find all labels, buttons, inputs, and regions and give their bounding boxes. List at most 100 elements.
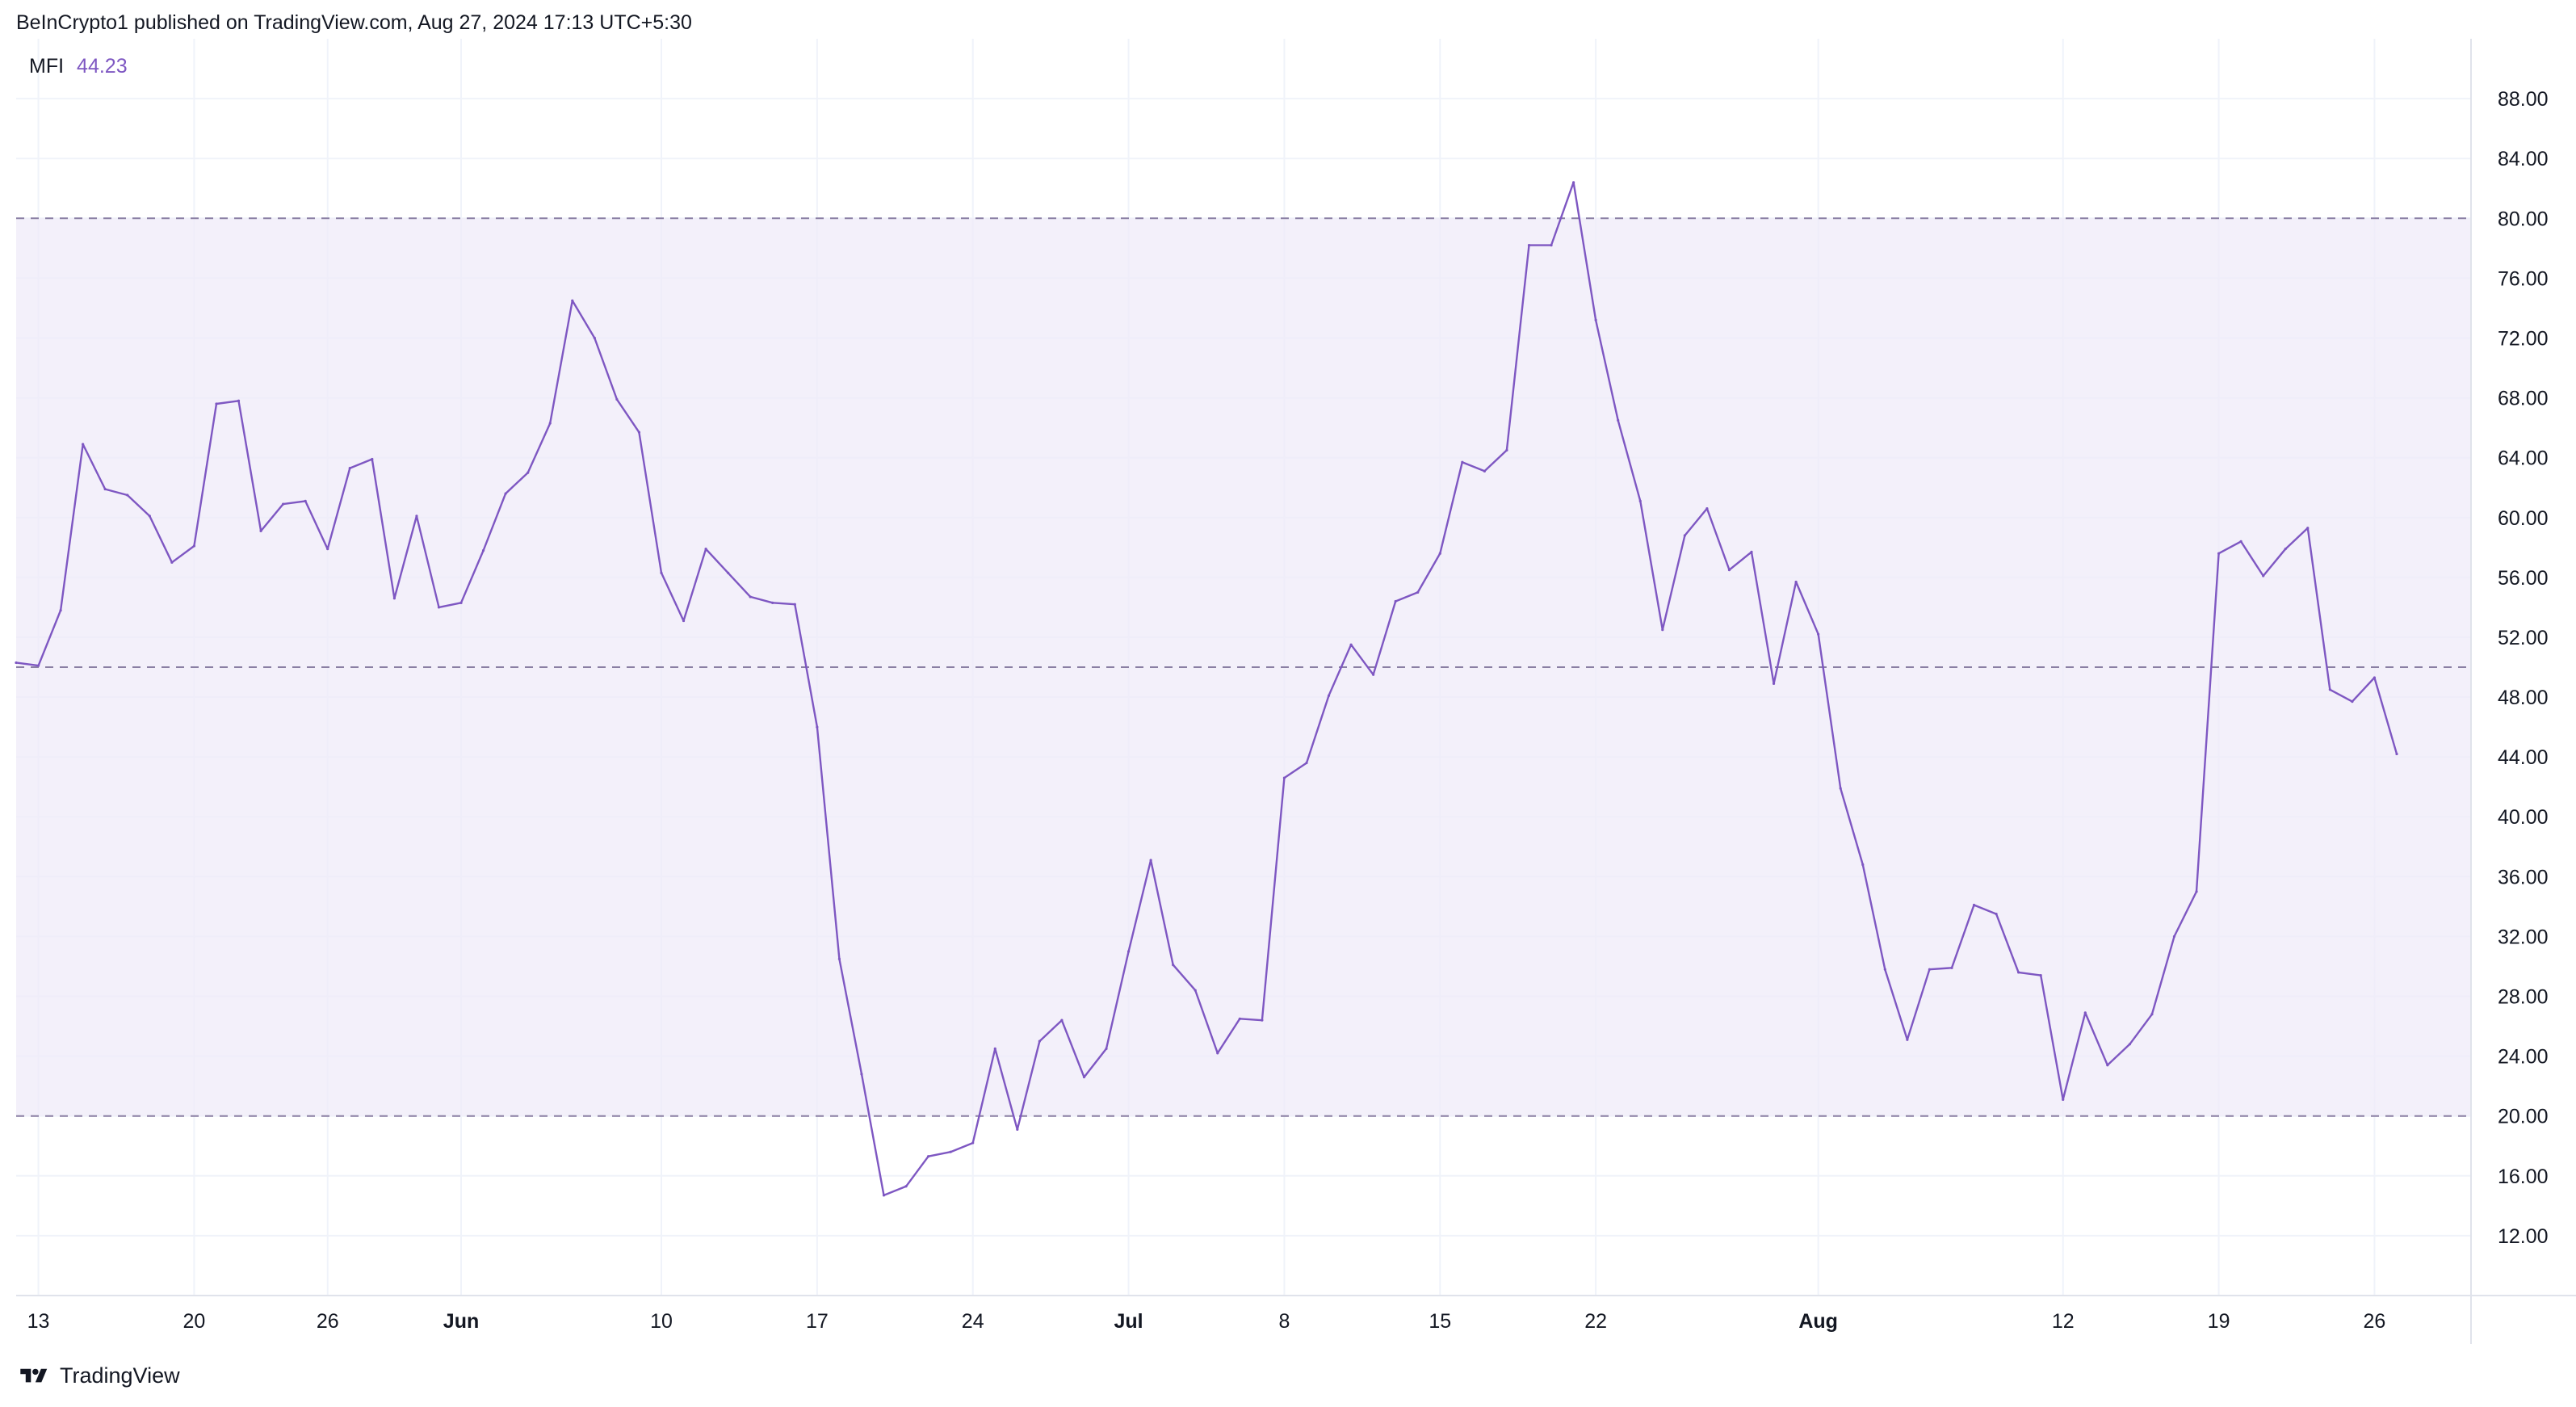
mfi-point — [1172, 964, 1175, 967]
mfi-point — [682, 619, 686, 623]
y-tick-label: 20.00 — [2498, 1106, 2549, 1128]
y-tick-label: 64.00 — [2498, 447, 2549, 470]
mfi-point — [1950, 966, 1953, 969]
mfi-point — [103, 487, 107, 491]
mfi-point — [1282, 776, 1286, 779]
mfi-point — [1060, 1018, 1064, 1022]
mfi-point — [1126, 950, 1131, 953]
mfi-point — [126, 494, 129, 497]
mfi-point — [1483, 469, 1486, 472]
mfi-point — [1638, 499, 1642, 502]
mfi-point — [1416, 590, 1420, 594]
y-axis[interactable]: 12.00 16.00 20.00 24.00 28.00 32.00 36.00 40.00… — [2498, 88, 2549, 1248]
y-tick-label: 88.00 — [2498, 88, 2549, 111]
mfi-point — [2128, 1043, 2131, 1046]
mfi-point — [1861, 863, 1865, 867]
footer-brand-text: TradingView — [60, 1363, 180, 1388]
tradingview-logo-icon — [20, 1368, 48, 1382]
y-tick-label: 56.00 — [2498, 567, 2549, 590]
mfi-point — [904, 1185, 908, 1188]
mfi-point — [1972, 903, 1976, 907]
y-tick-label: 52.00 — [2498, 627, 2549, 649]
mfi-point — [1327, 694, 1331, 697]
x-tick-label: 15 — [1429, 1310, 1451, 1333]
y-tick-label: 60.00 — [2498, 507, 2549, 530]
band-level-lines — [16, 217, 2471, 1117]
mfi-point — [1527, 244, 1531, 247]
mfi-point — [1817, 632, 1820, 636]
mfi-point — [927, 1155, 930, 1158]
x-tick-label: 12 — [2052, 1310, 2075, 1333]
mfi-point — [2373, 676, 2377, 679]
published-info: BeInCrypto1 published on TradingView.com… — [16, 11, 692, 34]
y-tick-label: 72.00 — [2498, 327, 2549, 350]
mfi-point — [1038, 1040, 1041, 1043]
indicator-legend[interactable]: MFI 44.23 — [29, 55, 128, 78]
mfi-point — [415, 514, 418, 518]
mfi-point — [1372, 673, 1375, 676]
x-tick-label: 19 — [2208, 1310, 2230, 1333]
mfi-point — [1505, 448, 1508, 452]
mfi-point — [2017, 971, 2020, 974]
legend-indicator-value: 44.23 — [77, 55, 128, 78]
mfi-point — [2150, 1013, 2154, 1016]
y-tick-label: 44.00 — [2498, 746, 2549, 769]
mfi-point — [2328, 688, 2331, 691]
mfi-point — [1194, 989, 1197, 992]
mfi-chart[interactable]: 12.00 16.00 20.00 24.00 28.00 32.00 36.00 40.00… — [0, 39, 2576, 1357]
footer-branding[interactable]: TradingView — [16, 1363, 180, 1388]
y-tick-label: 68.00 — [2498, 388, 2549, 410]
mfi-point — [1082, 1075, 1086, 1079]
mfi-point — [1461, 460, 1464, 464]
mfi-point — [192, 544, 196, 548]
legend-indicator-name: MFI — [29, 55, 65, 78]
mfi-point — [2217, 552, 2221, 555]
chart-area[interactable]: 12.00 16.00 20.00 24.00 28.00 32.00 36.00 40.00… — [0, 39, 2576, 1357]
mfi-point — [2083, 1011, 2087, 1014]
mfi-series[interactable] — [15, 181, 2398, 1197]
mfi-point — [2062, 1098, 2065, 1101]
mfi-point — [1550, 244, 1553, 247]
mfi-point — [816, 725, 819, 729]
mfi-point — [1594, 318, 1597, 321]
mfi-point — [1683, 534, 1686, 537]
mfi-point — [704, 548, 707, 551]
mfi-point — [504, 492, 507, 495]
y-tick-label: 80.00 — [2498, 208, 2549, 230]
x-tick-label: 22 — [1584, 1310, 1607, 1333]
mfi-point — [1995, 913, 1998, 916]
x-tick-label: 13 — [27, 1310, 50, 1333]
mfi-point — [949, 1150, 952, 1153]
y-tick-label: 16.00 — [2498, 1166, 2549, 1188]
mfi-point — [282, 502, 285, 506]
mfi-point — [392, 597, 396, 600]
x-tick-label: 24 — [962, 1310, 984, 1333]
mfi-point — [593, 336, 596, 340]
mfi-point — [437, 606, 441, 609]
mfi-point — [1883, 968, 1886, 971]
x-tick-label: Aug — [1798, 1310, 1838, 1333]
mfi-point — [2195, 890, 2198, 893]
y-tick-label: 48.00 — [2498, 687, 2549, 709]
mfi-point — [459, 601, 463, 604]
mfi-point — [1750, 550, 1753, 553]
x-axis[interactable]: 13 20 26 Jun 10 17 24 Jul 8 15 22 Aug 12 19 26 — [27, 1310, 2386, 1333]
y-tick-label: 76.00 — [2498, 267, 2549, 290]
mfi-point — [170, 561, 174, 564]
mfi-point — [59, 609, 62, 612]
mfi-point — [326, 548, 329, 551]
mfi-point — [1261, 1018, 1264, 1022]
mfi-point — [771, 601, 774, 604]
mfi-line[interactable] — [15, 181, 2398, 1197]
y-tick-label: 12.00 — [2498, 1225, 2549, 1248]
x-tick-label: Jul — [1114, 1310, 1143, 1333]
mfi-point — [2239, 540, 2242, 544]
mfi-point — [860, 1073, 863, 1076]
mfi-point — [615, 397, 619, 401]
mfi-point — [2284, 548, 2287, 551]
mfi-point — [148, 514, 151, 518]
mfi-point — [637, 430, 641, 434]
x-tick-label: Jun — [443, 1310, 479, 1333]
mfi-point — [837, 957, 841, 960]
mfi-point — [727, 571, 730, 574]
